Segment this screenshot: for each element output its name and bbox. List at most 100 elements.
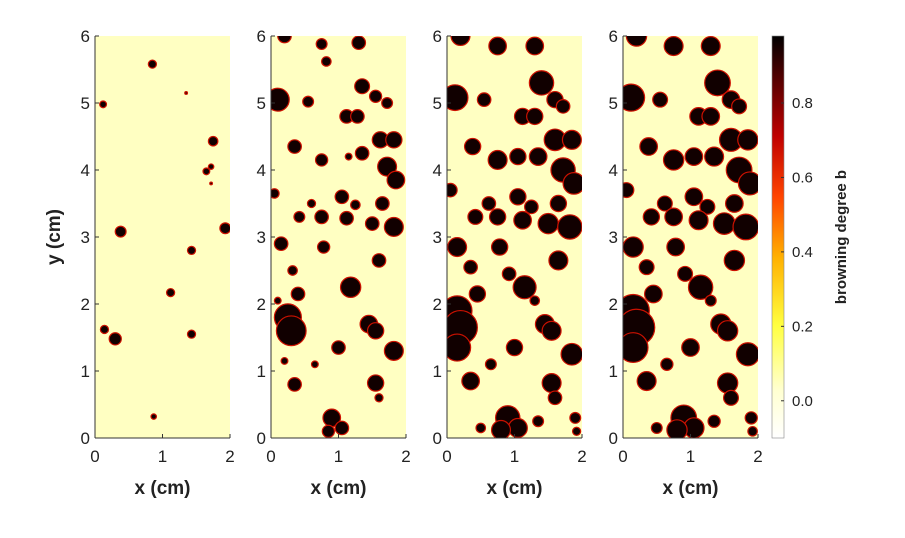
browning-spot: [468, 285, 487, 303]
y-tick-label: 0: [609, 429, 618, 448]
browning-spot: [549, 194, 568, 213]
browning-spot: [271, 87, 290, 112]
y-tick-label: 5: [257, 94, 266, 113]
browning-spot: [450, 36, 471, 47]
y-tick-label: 0: [81, 429, 90, 448]
x-tick-label: 2: [753, 447, 762, 466]
x-tick-label: 1: [334, 447, 343, 466]
browning-spot: [476, 92, 492, 108]
browning-spot: [207, 135, 219, 147]
browning-spot: [314, 209, 329, 225]
browning-spot: [561, 129, 582, 150]
browning-spot: [501, 266, 517, 282]
browning-spot: [650, 421, 663, 434]
browning-spot: [368, 89, 383, 103]
browning-spot: [512, 275, 537, 300]
browning-spot: [354, 145, 370, 161]
y-tick-label: 1: [257, 362, 266, 381]
browning-spot: [636, 370, 657, 392]
browning-spot: [186, 245, 197, 256]
browning-spot: [562, 172, 582, 195]
browning-spot: [547, 390, 563, 406]
browning-spot: [724, 194, 744, 213]
x-tick-label: 1: [686, 447, 695, 466]
y-tick-label: 0: [257, 429, 266, 448]
browning-spot: [383, 216, 404, 237]
panel-3: 0 1 2 3 4 5 6 0 1 2 x (cm): [433, 27, 587, 499]
browning-spot: [529, 295, 541, 306]
browning-spot: [467, 208, 484, 225]
browning-spot: [306, 198, 317, 209]
browning-spot: [560, 342, 582, 366]
browning-spot: [334, 420, 350, 436]
browning-spot: [344, 152, 353, 161]
browning-spot: [643, 284, 663, 304]
x-axis-label: x (cm): [663, 478, 719, 499]
browning-spot: [687, 274, 714, 301]
browning-spot: [481, 196, 497, 211]
colorbar-tick-label: 0.8: [792, 95, 813, 112]
browning-spot: [525, 36, 545, 56]
browning-spot: [735, 342, 758, 367]
browning-spot: [684, 187, 704, 207]
browning-spot: [699, 198, 716, 215]
browning-spot: [386, 170, 406, 190]
browning-spot: [704, 294, 717, 307]
panel-1: 0 1 2 3 4 5 6 0 1 2 x (cm) y (cm): [44, 27, 235, 499]
browning-spot: [744, 411, 758, 425]
y-tick-label: 2: [257, 295, 266, 314]
browning-spot: [447, 84, 469, 112]
browning-spot: [731, 98, 748, 115]
x-axis-label: x (cm): [311, 478, 367, 499]
browning-spot: [541, 373, 562, 394]
browning-spot: [447, 237, 468, 258]
browning-spot: [666, 419, 688, 438]
browning-spot: [273, 236, 289, 252]
browning-spot: [677, 265, 694, 282]
browning-spot: [737, 171, 758, 196]
browning-spot: [490, 419, 512, 438]
panels-group: 0 1 2 3 4 5 6 0 1 2 x (cm) y (cm) 0 1 2 3 4 5 6 0 1 2 x (cm) 0 1…: [44, 27, 763, 499]
y-tick-label: 1: [609, 362, 618, 381]
browning-spot: [684, 147, 704, 166]
browning-spot: [350, 109, 365, 124]
y-tick-label: 5: [433, 94, 442, 113]
browning-spot: [287, 139, 302, 154]
y-tick-label: 1: [81, 362, 90, 381]
browning-spot: [383, 340, 404, 361]
browning-spot: [385, 131, 403, 149]
browning-spot: [623, 83, 646, 112]
browning-spot: [663, 36, 684, 57]
y-tick-label: 3: [81, 228, 90, 247]
browning-spot: [354, 78, 371, 95]
browning-spot: [569, 411, 582, 424]
browning-spot: [488, 208, 507, 226]
browning-spot: [463, 137, 482, 156]
browning-spot: [374, 393, 384, 403]
browning-spot: [660, 357, 674, 371]
browning-spot: [273, 296, 282, 305]
browning-spot: [642, 208, 661, 226]
y-tick-label: 5: [609, 94, 618, 113]
browning-spot: [293, 210, 306, 223]
browning-spot: [537, 212, 559, 235]
browning-spot: [688, 210, 709, 231]
browning-spot: [704, 146, 725, 167]
browning-spot: [351, 36, 367, 51]
browning-spot: [737, 129, 758, 151]
x-tick-label: 0: [442, 447, 451, 466]
y-tick-label: 2: [609, 295, 618, 314]
browning-spot: [209, 181, 214, 186]
x-tick-label: 0: [618, 447, 627, 466]
browning-spot: [366, 374, 385, 392]
browning-spot: [700, 36, 721, 57]
browning-spot: [747, 425, 758, 437]
browning-spot: [186, 329, 197, 339]
colorbar-tick-label: 0.0: [792, 393, 813, 410]
browning-spot: [732, 213, 758, 241]
browning-spot: [287, 265, 298, 276]
browning-spot: [339, 276, 362, 298]
plot-background: [95, 36, 230, 438]
y-tick-label: 4: [257, 161, 266, 180]
